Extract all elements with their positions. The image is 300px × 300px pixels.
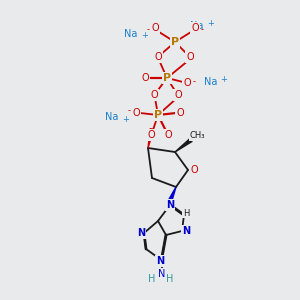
Text: N: N [166,200,174,210]
Text: CH₃: CH₃ [189,131,205,140]
Text: P: P [171,37,179,47]
Text: -: - [193,77,196,86]
Text: -: - [146,26,149,34]
Text: H: H [183,208,189,217]
Text: N: N [158,269,166,279]
Text: Na: Na [105,112,119,122]
Polygon shape [175,139,192,152]
Text: O: O [190,165,198,175]
Text: +: + [123,115,129,124]
Text: +: + [142,32,148,40]
Text: H: H [148,274,156,284]
Text: O: O [141,73,149,83]
Polygon shape [148,129,154,148]
Text: N: N [182,226,190,236]
Text: +: + [208,20,214,28]
Text: O: O [154,52,162,62]
Text: +: + [220,76,227,85]
Text: N: N [156,256,164,266]
Text: Na: Na [204,77,218,87]
Text: O: O [183,78,191,88]
Text: O: O [150,90,158,100]
Text: O: O [186,52,194,62]
Text: O: O [132,108,140,118]
Text: Na: Na [190,21,204,31]
Text: H: H [166,274,174,284]
Text: O: O [176,108,184,118]
Text: -: - [200,26,203,34]
Text: O: O [151,23,159,33]
Text: P: P [163,73,171,83]
Polygon shape [168,187,176,202]
Text: -: - [128,106,130,116]
Text: Na: Na [124,29,138,39]
Text: O: O [147,130,155,140]
Text: O: O [164,130,172,140]
Text: O: O [191,23,199,33]
Text: O: O [174,90,182,100]
Text: P: P [154,110,162,120]
Text: N: N [137,228,145,238]
